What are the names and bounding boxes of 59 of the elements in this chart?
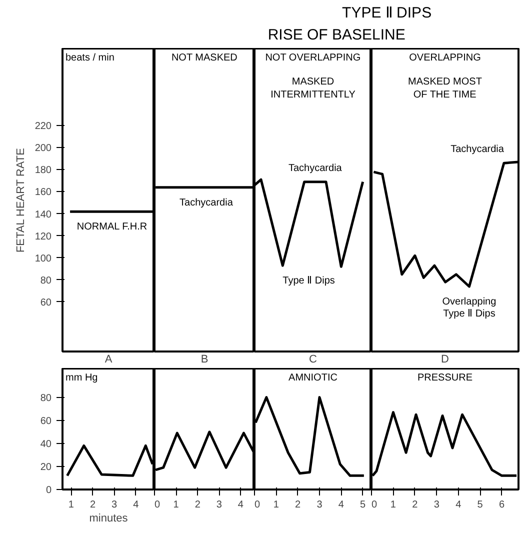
x-tick-label: 0 — [254, 500, 260, 510]
x-tick-label: 0 — [372, 500, 378, 510]
text: TYPE Ⅱ DIPS — [342, 4, 432, 22]
x-axis-title: C — [309, 354, 318, 366]
chart-title: AMNIOTIC — [288, 372, 338, 384]
y-tick-label: 200 — [34, 143, 52, 154]
x-tick-label: 5 — [360, 500, 366, 510]
x-tick-label: 5 — [477, 500, 484, 510]
x-tick-label: 2 — [194, 500, 201, 510]
y-tick-label: 100 — [34, 253, 52, 264]
x-tick-label: 1 — [68, 500, 74, 510]
x-tick-label: 3 — [316, 500, 323, 510]
text: MASKED MOST OF THE TIME — [408, 76, 482, 101]
x-tick-label: 4 — [456, 500, 462, 510]
y-tick-label: 60 — [40, 416, 52, 427]
x-tick-label: 1 — [390, 500, 396, 510]
x-tick-label: 2 — [90, 500, 96, 510]
x-axis-title: D — [441, 354, 450, 366]
x-tick-label: 3 — [216, 500, 222, 510]
annotation: Overlapping Type Ⅱ Dips — [442, 296, 496, 320]
chart-title: OVERLAPPING — [409, 52, 482, 64]
x-axis-title: A — [104, 354, 113, 366]
x-axis-title: minutes — [89, 512, 128, 524]
y-tick-label: 160 — [34, 187, 52, 198]
y-tick-label: 60 — [40, 297, 52, 308]
text: MASKED INTERMITTENTLY — [270, 76, 356, 101]
x-tick-label: 2 — [295, 500, 302, 510]
y-tick-label: 80 — [40, 392, 52, 404]
x-tick-label: 2 — [412, 500, 418, 510]
chart-title: NOT OVERLAPPING — [265, 52, 361, 64]
x-tick-label: 1 — [273, 500, 280, 510]
chart-title: PRESSURE — [417, 372, 473, 384]
y-tick-label: 20 — [40, 462, 52, 473]
annotation: NORMAL F.H.R — [76, 222, 148, 233]
y-tick-label: 120 — [34, 231, 52, 242]
x-tick-label: 0 — [154, 500, 160, 510]
chart-title: NOT MASKED — [171, 52, 238, 64]
annotation: Type Ⅱ Dips — [282, 276, 335, 287]
y-tick-label: 40 — [40, 438, 52, 450]
y-tick-label: 0 — [46, 485, 52, 496]
text: RISE OF BASELINE — [268, 26, 406, 44]
y-tick-label: 80 — [40, 275, 52, 286]
chart-title: beats / min — [66, 52, 114, 64]
x-tick-label: 4 — [238, 500, 244, 510]
x-tick-label: 4 — [338, 500, 344, 510]
x-tick-label: 4 — [133, 500, 140, 510]
chart-title: mm Hg — [66, 372, 98, 384]
x-tick-label: 3 — [434, 500, 440, 510]
y-axis-title: FETAL HEART RATE — [14, 148, 27, 253]
y-tick-label: 180 — [34, 165, 52, 176]
x-tick-label: 1 — [173, 500, 180, 510]
annotation: Tachycardia — [180, 197, 234, 208]
annotation: Tachycardia — [450, 144, 504, 156]
x-tick-label: 3 — [112, 500, 118, 510]
y-tick-label: 140 — [34, 209, 52, 220]
x-tick-label: 6 — [499, 500, 505, 510]
y-tick-label: 220 — [34, 121, 52, 132]
annotation: Tachycardia — [288, 162, 342, 174]
x-axis-title: B — [200, 354, 208, 366]
